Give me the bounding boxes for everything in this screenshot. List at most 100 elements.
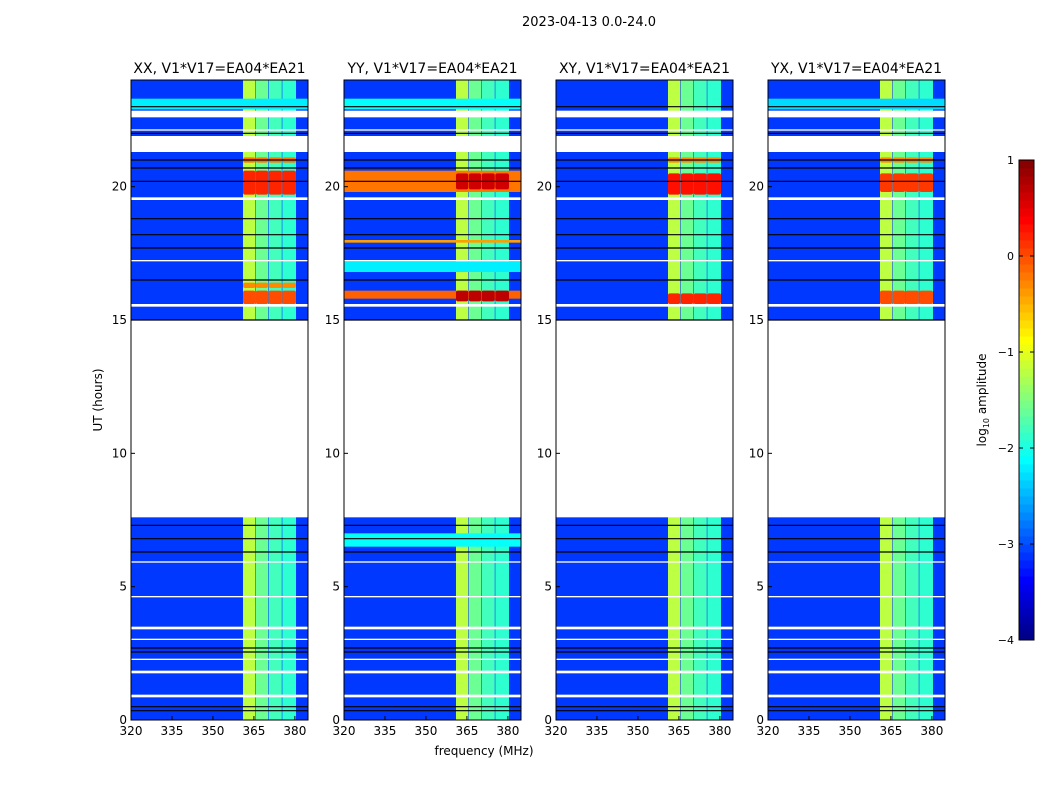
y-tick-label: 10 (325, 446, 340, 460)
masked-region (556, 320, 733, 518)
masked-region (768, 658, 945, 660)
colorbar-segment (1019, 192, 1034, 201)
colorbar-segment (1019, 352, 1034, 361)
hot-band (242, 290, 256, 304)
hot-band (693, 293, 707, 304)
masked-region (556, 304, 733, 307)
colorbar-segment (1019, 624, 1034, 633)
colorbar-segment (1019, 296, 1034, 305)
panel-yx: YX, V1*V17=EA04*EA21 320 335 350 365 380 0 5 10 1… (749, 61, 946, 738)
colorbar-segment (1019, 240, 1034, 249)
colorbar-segment (1019, 600, 1034, 609)
masked-region (344, 304, 521, 307)
y-tick-label: 15 (112, 313, 127, 327)
axes-frame (343, 79, 522, 721)
x-tick-label: 320 (545, 724, 568, 738)
y-tick-label: 5 (332, 580, 340, 594)
masked-region (768, 110, 945, 118)
masked-region (131, 320, 308, 518)
x-tick-label: 335 (161, 724, 184, 738)
y-tick-label: 0 (119, 713, 127, 727)
hot-band (282, 170, 296, 195)
panel-xy: XY, V1*V17=EA04*EA21 320 335 350 365 380 0 5 10 1… (537, 61, 734, 738)
hot-band (919, 173, 933, 192)
colorbar-segment (1019, 504, 1034, 513)
panel-title: YY, V1*V17=EA04*EA21 (346, 61, 517, 77)
hot-band (879, 173, 893, 192)
hot-band (919, 290, 933, 304)
y-tick-label: 5 (119, 580, 127, 594)
hot-band (131, 98, 308, 110)
colorbar-segment (1019, 392, 1034, 401)
hot-band (468, 290, 482, 302)
masked-region (556, 658, 733, 660)
masked-region (768, 596, 945, 598)
hot-band (268, 290, 282, 304)
hot-band (707, 293, 721, 304)
colorbar-segment (1019, 440, 1034, 449)
colorbar-segment (1019, 184, 1034, 193)
masked-region (556, 626, 733, 630)
hot-band (344, 533, 521, 547)
x-tick-label: 335 (586, 724, 609, 738)
masked-region (556, 670, 733, 674)
hot-band (255, 290, 269, 304)
colorbar-segment (1019, 512, 1034, 521)
colorbar-segment (1019, 160, 1034, 169)
x-tick-label: 320 (333, 724, 356, 738)
colorbar-segment (1019, 576, 1034, 585)
masked-region (344, 129, 521, 131)
masked-region (131, 197, 308, 200)
colorbar-segment (1019, 528, 1034, 537)
hot-band (255, 170, 269, 195)
masked-region (768, 260, 945, 262)
masked-region (131, 561, 308, 563)
hot-band (905, 173, 919, 192)
colorbar-segment (1019, 552, 1034, 561)
colorbar-segment (1019, 568, 1034, 577)
y-tick-label: 0 (544, 713, 552, 727)
masked-region (344, 670, 521, 674)
panel-yy: YY, V1*V17=EA04*EA21 320 335 350 365 380 0 5 10 1… (325, 61, 522, 738)
masked-region (768, 129, 945, 131)
colorbar-tick-label: −4 (998, 634, 1014, 647)
colorbar-tick-label: −2 (998, 442, 1014, 455)
x-tick-label: 350 (626, 724, 649, 738)
y-tick-label: 5 (756, 580, 764, 594)
masked-region (131, 304, 308, 307)
colorbar-segment (1019, 472, 1034, 481)
colorbar-segment (1019, 424, 1034, 433)
x-tick-label: 365 (879, 724, 902, 738)
masked-region (344, 260, 521, 262)
colorbar-segment (1019, 376, 1034, 385)
panel-title: XX, V1*V17=EA04*EA21 (133, 61, 305, 77)
masked-region (768, 561, 945, 563)
hot-band (680, 293, 694, 304)
colorbar-segment (1019, 272, 1034, 281)
colorbar-segment (1019, 584, 1034, 593)
x-tick-label: 320 (757, 724, 780, 738)
colorbar-segment (1019, 304, 1034, 313)
figure-title: 2023-04-13 0.0-24.0 (522, 15, 656, 30)
colorbar-segment (1019, 168, 1034, 177)
colorbar-segment (1019, 208, 1034, 217)
x-tick-label: 350 (201, 724, 224, 738)
masked-region (344, 596, 521, 598)
masked-region (768, 694, 945, 698)
colorbar-segment (1019, 320, 1034, 329)
hot-band (667, 293, 681, 304)
masked-region (556, 638, 733, 640)
colorbar-label: log10 amplitude (975, 354, 991, 447)
masked-region (768, 197, 945, 200)
masked-region (344, 658, 521, 660)
colorbar-segment (1019, 288, 1034, 297)
x-tick-label: 380 (496, 724, 519, 738)
colorbar-segment (1019, 496, 1034, 505)
colorbar-segment (1019, 480, 1034, 489)
x-tick-label: 335 (798, 724, 821, 738)
hot-band (667, 173, 681, 195)
masked-region (344, 638, 521, 640)
colorbar-segment (1019, 592, 1034, 601)
colorbar-segment (1019, 280, 1034, 289)
masked-region (556, 694, 733, 698)
